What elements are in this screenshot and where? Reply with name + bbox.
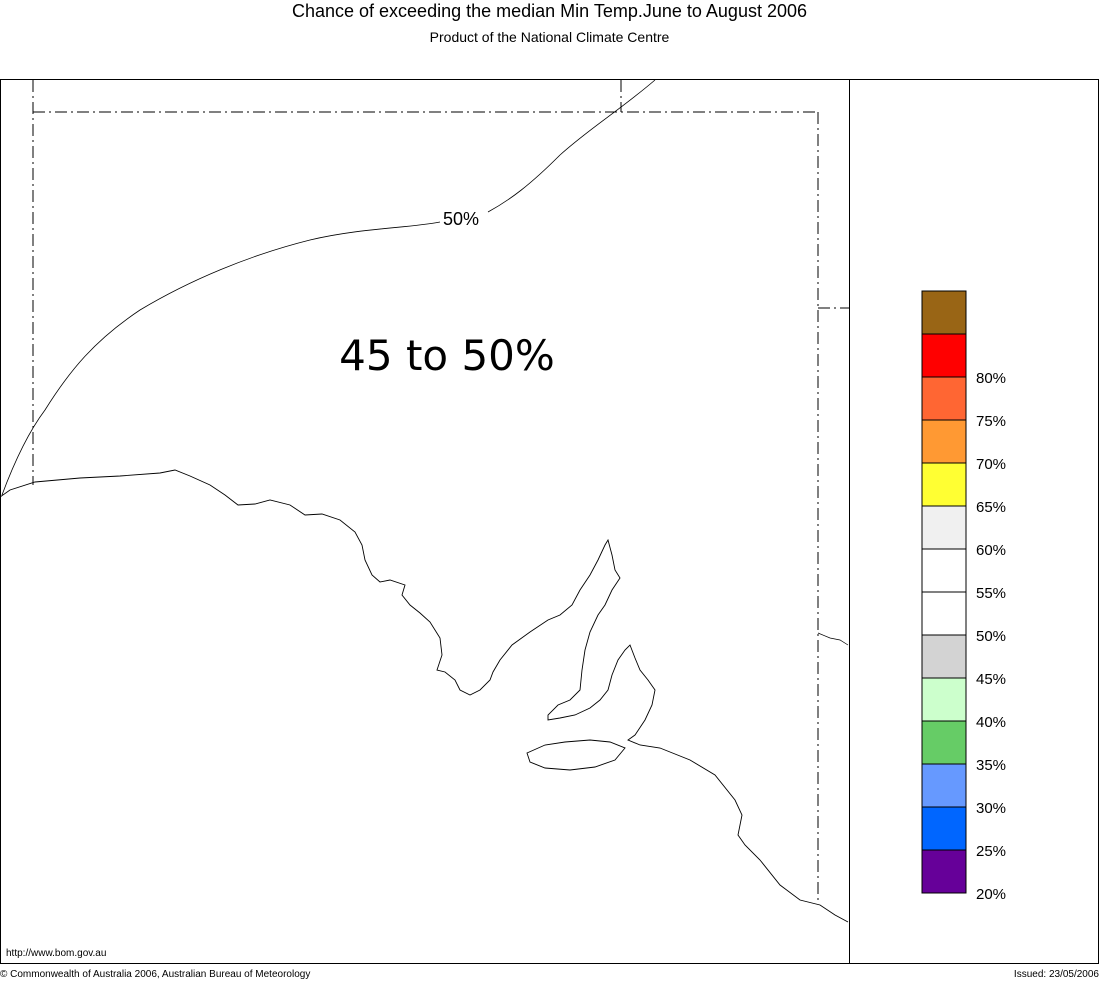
legend-swatch [921, 419, 967, 464]
legend-label: 40% [976, 714, 1007, 731]
legend-swatch [921, 763, 967, 808]
legend-label: 80% [976, 370, 1007, 387]
map-title: Chance of exceeding the median Min Temp.… [291, 1, 807, 21]
legend-swatch [921, 634, 967, 679]
legend-swatch [921, 720, 967, 765]
victoria-border-east [817, 632, 849, 646]
legend-swatch [921, 333, 967, 378]
legend-swatch [921, 806, 967, 851]
legend-swatches [921, 290, 967, 894]
legend-label: 45% [976, 671, 1007, 688]
legend-label: 60% [976, 542, 1007, 559]
legend-label: 25% [976, 843, 1007, 860]
legend-label: 70% [976, 456, 1007, 473]
legend-label: 65% [976, 499, 1007, 516]
source-url: http://www.bom.gov.au [6, 948, 107, 959]
copyright-notice: © Commonwealth of Australia 2006, Austra… [0, 969, 311, 980]
map-subtitle: Product of the National Climate Centre [429, 29, 670, 45]
kangaroo-island [526, 739, 626, 771]
legend-label: 20% [976, 886, 1007, 903]
legend-swatch [921, 376, 967, 421]
legend-swatch [921, 548, 967, 593]
legend-swatch [921, 290, 967, 335]
legend-label: 50% [976, 628, 1007, 645]
issued-date: Issued: 23/05/2006 [1013, 969, 1099, 980]
legend-swatch [921, 462, 967, 507]
legend-swatch [921, 849, 967, 894]
legend-label: 75% [976, 413, 1007, 430]
region-probability-label: 45 to 50% [339, 331, 555, 380]
legend-label: 30% [976, 800, 1007, 817]
coastline [0, 469, 849, 923]
contour-label-50: 50% [443, 209, 479, 229]
legend-label: 55% [976, 585, 1007, 602]
legend-swatch [921, 591, 967, 636]
map-panel [0, 79, 850, 964]
legend-swatch [921, 677, 967, 722]
legend-label: 35% [976, 757, 1007, 774]
legend-swatch [921, 505, 967, 550]
contour-line-50 [1, 79, 656, 496]
